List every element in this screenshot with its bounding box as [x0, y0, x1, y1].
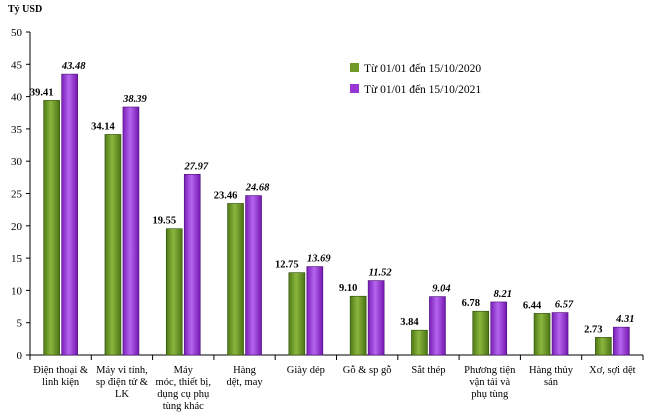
- bar-2020: [411, 329, 428, 356]
- value-label-2021: 8.21: [494, 289, 512, 300]
- value-label-2021: 13.69: [307, 254, 331, 265]
- bar-2021: [245, 195, 262, 356]
- value-label-2021: 43.48: [61, 61, 86, 72]
- y-tick-label: 30: [11, 156, 23, 168]
- bar-2020: [595, 337, 612, 356]
- y-tick-label: 15: [11, 253, 23, 265]
- y-tick-label: 50: [11, 27, 23, 39]
- category-label: Điện thoại & linh kiện: [33, 365, 88, 388]
- bar-2021: [551, 312, 569, 356]
- value-label-2020: 19.55: [152, 216, 176, 227]
- value-label-2021: 9.04: [432, 284, 450, 295]
- legend-label: Từ 01/01 đến 15/10/2020: [364, 62, 481, 75]
- y-tick-label: 25: [11, 189, 23, 201]
- bar-2021: [306, 266, 324, 356]
- y-tick-label: 5: [17, 318, 23, 330]
- value-label-2020: 12.75: [275, 260, 299, 271]
- bar-2020: [349, 295, 367, 356]
- value-label-2021: 38.39: [122, 94, 147, 105]
- bar-2020: [533, 313, 551, 356]
- bar-2021: [122, 106, 140, 356]
- value-label-2020: 34.14: [91, 121, 115, 132]
- bar-2020: [104, 134, 122, 356]
- category-label: Phương tiện vận tải và phụ tùng: [464, 365, 516, 400]
- bar-2020: [472, 310, 490, 356]
- category-label: Máy vi tính, sp điện tử & LK: [96, 365, 148, 400]
- legend-swatch: [350, 63, 359, 72]
- category-label: Xơ, sợi dệt: [589, 365, 635, 376]
- legend-swatch: [350, 84, 359, 93]
- bar-2020: [227, 203, 244, 356]
- value-label-2020: 2.73: [584, 324, 602, 335]
- y-axis-title: Tỷ USD: [8, 4, 42, 15]
- category-label: Sắt thép: [411, 365, 445, 376]
- bar-2021: [490, 301, 508, 356]
- category-label: Máy móc, thiết bị, dụng cụ phụ tùng khác: [156, 365, 211, 412]
- bar-2020: [165, 228, 183, 356]
- value-label-2020: 23.46: [214, 190, 238, 201]
- y-tick-label: 10: [11, 285, 23, 297]
- value-label-2021: 11.52: [369, 268, 393, 279]
- category-label: Giày dép: [287, 365, 325, 376]
- legend-label: Từ 01/01 đến 15/10/2021: [364, 83, 481, 96]
- value-label-2020: 6.44: [523, 300, 542, 311]
- value-label-2021: 24.68: [245, 183, 270, 194]
- category-label: Gỗ & sp gỗ: [343, 365, 392, 376]
- bars: [43, 73, 630, 356]
- value-label-2021: 6.57: [555, 300, 574, 311]
- legend: Từ 01/01 đến 15/10/2020 Từ 01/01 đến 15/1…: [350, 62, 481, 96]
- data-labels: 39.41 34.14 19.55 23.46 12.75 9.10 3.84 6.78 6.4…: [30, 61, 635, 335]
- bar-2021: [183, 174, 201, 356]
- y-tick-label: 45: [11, 59, 23, 71]
- value-label-2020: 3.84: [400, 317, 419, 328]
- category-labels: Điện thoại & linh kiện Máy vi tính, sp điện…: [33, 365, 635, 412]
- value-label-2020: 6.78: [462, 298, 480, 309]
- bar-2021: [613, 326, 630, 356]
- y-tick-label: 0: [17, 350, 23, 362]
- y-tick-label: 20: [11, 221, 23, 233]
- bar-2020: [288, 272, 306, 356]
- category-label: Hàng dệt, may: [226, 365, 263, 388]
- bar-2021: [61, 73, 78, 356]
- category-label: Hàng thủy sản: [529, 365, 574, 388]
- bar-2021: [429, 296, 446, 356]
- y-tick-label: 35: [11, 124, 23, 136]
- value-label-2021: 27.97: [183, 161, 208, 172]
- value-label-2021: 4.31: [615, 314, 634, 325]
- value-label-2020: 9.10: [339, 283, 357, 294]
- y-tick-label: 40: [11, 92, 23, 104]
- bar-2020: [43, 100, 60, 356]
- bar-2021: [367, 280, 385, 356]
- value-label-2020: 39.41: [30, 87, 54, 98]
